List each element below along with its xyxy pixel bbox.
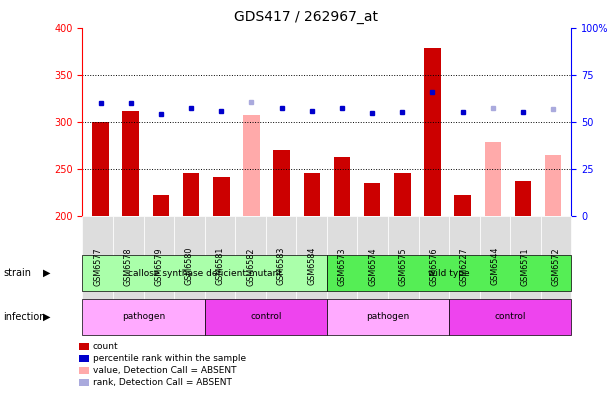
Bar xyxy=(364,183,381,216)
Text: percentile rank within the sample: percentile rank within the sample xyxy=(93,354,246,363)
Bar xyxy=(183,173,199,216)
Bar xyxy=(92,122,109,216)
Text: wild type: wild type xyxy=(428,269,470,278)
Text: ▶: ▶ xyxy=(43,312,50,322)
Text: control: control xyxy=(250,312,282,321)
Bar xyxy=(304,173,320,216)
Text: GSM6582: GSM6582 xyxy=(246,247,255,286)
Text: GSM6227: GSM6227 xyxy=(460,247,469,286)
Text: GSM6572: GSM6572 xyxy=(552,247,560,286)
Bar xyxy=(334,156,350,216)
Text: value, Detection Call = ABSENT: value, Detection Call = ABSENT xyxy=(93,366,236,375)
Bar xyxy=(243,115,260,216)
Text: ▶: ▶ xyxy=(43,268,50,278)
Text: GSM6576: GSM6576 xyxy=(430,247,438,286)
Bar xyxy=(122,111,139,216)
Bar xyxy=(273,150,290,216)
Text: GSM6578: GSM6578 xyxy=(124,247,133,286)
Text: GSM6579: GSM6579 xyxy=(155,247,163,286)
Text: GSM6574: GSM6574 xyxy=(368,247,377,286)
Text: strain: strain xyxy=(3,268,31,278)
Text: GSM6581: GSM6581 xyxy=(216,247,224,286)
Text: GSM6544: GSM6544 xyxy=(491,247,499,286)
Text: pathogen: pathogen xyxy=(122,312,165,321)
Text: GDS417 / 262967_at: GDS417 / 262967_at xyxy=(233,10,378,24)
Text: callose synthase deficient mutant: callose synthase deficient mutant xyxy=(128,269,282,278)
Text: GSM6573: GSM6573 xyxy=(338,247,346,286)
Bar xyxy=(514,181,532,216)
Text: pathogen: pathogen xyxy=(367,312,409,321)
Bar xyxy=(485,141,501,216)
Text: control: control xyxy=(494,312,526,321)
Bar xyxy=(545,155,562,216)
Text: GSM6575: GSM6575 xyxy=(399,247,408,286)
Text: infection: infection xyxy=(3,312,46,322)
Text: rank, Detection Call = ABSENT: rank, Detection Call = ABSENT xyxy=(93,378,232,386)
Bar xyxy=(394,173,411,216)
Text: GSM6580: GSM6580 xyxy=(185,247,194,286)
Text: GSM6583: GSM6583 xyxy=(277,247,285,286)
Text: GSM6584: GSM6584 xyxy=(307,247,316,286)
Bar xyxy=(424,48,441,216)
Bar xyxy=(153,195,169,216)
Text: GSM6577: GSM6577 xyxy=(93,247,102,286)
Bar xyxy=(213,177,230,216)
Bar xyxy=(455,195,471,216)
Text: GSM6571: GSM6571 xyxy=(521,247,530,286)
Text: count: count xyxy=(93,342,119,351)
